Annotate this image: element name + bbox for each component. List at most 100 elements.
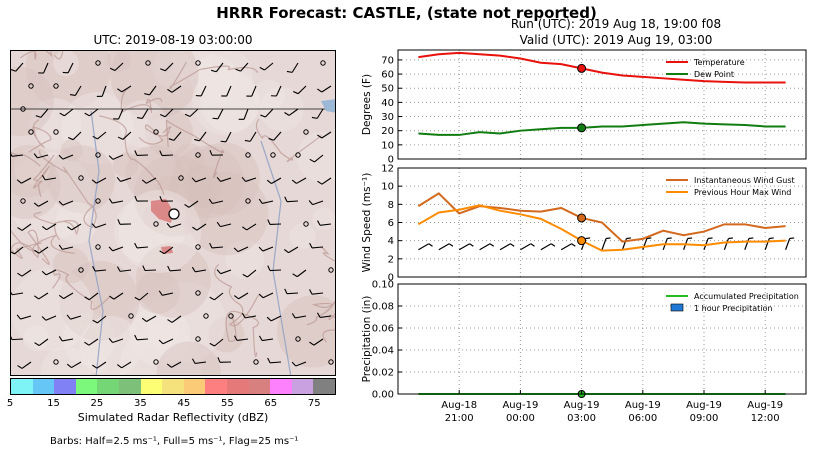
- colorbar-swatch: [75, 379, 98, 394]
- wind-barb: [284, 196, 299, 203]
- terrain-shade: [119, 100, 167, 148]
- barb-staff: [212, 200, 224, 205]
- barb-flag: [728, 237, 734, 240]
- wind-barb: [108, 198, 124, 204]
- wind-barb: [59, 108, 74, 117]
- barb-staff: [195, 269, 207, 273]
- barb-staff: [15, 62, 24, 72]
- wind-barb: [144, 85, 157, 96]
- barb-staff: [12, 154, 24, 157]
- wind-barb: [168, 131, 182, 141]
- wind-barb: [267, 357, 282, 364]
- y-tick-label: 40: [381, 98, 394, 109]
- barb-staff: [45, 269, 57, 276]
- barb-staff: [238, 292, 249, 300]
- wind-barb: [159, 150, 174, 157]
- calm-wind-marker: [320, 60, 326, 66]
- wind-barb: [317, 85, 332, 93]
- wind-barb: [17, 361, 32, 369]
- wind-barb: [108, 338, 124, 344]
- y-tick-label: 0.02: [372, 368, 394, 379]
- barb-staff: [744, 238, 750, 250]
- barb-staff: [11, 338, 24, 341]
- barb-flag: [258, 198, 263, 204]
- barb-flag: [184, 203, 190, 208]
- barb-flag: [233, 335, 238, 341]
- barb-staff: [249, 131, 257, 142]
- wind-barb: [35, 108, 49, 118]
- y-tick-label: 60: [381, 70, 394, 81]
- barb-staff: [237, 338, 249, 341]
- terrain-shade: [110, 51, 199, 120]
- barb-staff: [45, 315, 57, 321]
- terrain-ridge: [138, 124, 172, 145]
- barb-staff: [38, 246, 49, 254]
- valid-time-label: Valid (UTC): 2019 Aug 19, 03:00: [519, 33, 713, 47]
- barb-flag: [84, 112, 90, 117]
- barb-staff: [418, 243, 430, 251]
- wind-barb: [311, 108, 324, 119]
- barb-flag: [58, 154, 64, 160]
- y-tick-label: 12: [381, 164, 394, 175]
- barb-staff: [265, 108, 274, 118]
- calm-wind-marker: [95, 244, 101, 250]
- barb-staff: [262, 246, 274, 252]
- barb-staff: [320, 315, 332, 319]
- barb-flag: [221, 95, 227, 97]
- terrain-ridge: [255, 118, 323, 163]
- wind-barb: [216, 269, 232, 275]
- y-tick-label: 8: [388, 200, 394, 211]
- terrain-shade: [170, 51, 214, 81]
- terrain-shade: [11, 66, 54, 137]
- river: [260, 140, 292, 375]
- wind-barb: [233, 335, 249, 341]
- terrain-shade: [136, 270, 180, 314]
- barb-flag: [242, 273, 248, 278]
- chart-panel-3: 0.00 0.02 0.04 0.06 0.08 0.10 Precipitation (i…: [361, 280, 807, 424]
- map-canvas: [11, 51, 335, 375]
- barb-flag: [11, 250, 15, 255]
- barb-staff: [62, 246, 74, 250]
- wind-barb: [108, 154, 124, 160]
- barb-flag: [789, 237, 795, 240]
- barb-staff: [121, 85, 132, 93]
- barb-staff: [97, 315, 107, 324]
- x-tick-label-time: 00:00: [506, 413, 535, 424]
- barb-staff: [120, 177, 132, 182]
- barb-staff: [262, 338, 274, 342]
- calm-wind-marker: [245, 152, 251, 158]
- legend-swatch: [670, 303, 684, 312]
- barb-flag: [309, 242, 313, 249]
- reflectivity-cell: [161, 246, 173, 254]
- legend-label: Accumulated Precipitation: [694, 292, 799, 301]
- colorbar-swatch: [313, 379, 335, 394]
- barb-flag: [142, 265, 146, 271]
- wind-barb: [267, 265, 282, 272]
- barb-staff: [12, 292, 24, 296]
- y-tick-label: 20: [381, 126, 394, 137]
- lake: [321, 99, 335, 113]
- barb-flag: [292, 273, 298, 278]
- barb-flag: [209, 242, 213, 249]
- wind-barb: [41, 315, 57, 321]
- barb-flag: [209, 296, 215, 301]
- barb-flag: [469, 243, 474, 247]
- y-tick-label: 0: [388, 155, 394, 166]
- wind-barb: [141, 177, 157, 184]
- wind-barb: [258, 335, 274, 342]
- terrain-shade: [171, 145, 245, 219]
- calm-wind-marker: [203, 313, 209, 319]
- colorbar-swatch: [205, 379, 227, 394]
- barb-staff: [67, 62, 74, 74]
- barb-staff: [220, 177, 232, 182]
- current-time-marker: [577, 123, 587, 133]
- x-tick-label-time: 06:00: [628, 413, 657, 424]
- barb-staff: [89, 108, 99, 117]
- barb-flag: [291, 313, 296, 319]
- barb-staff: [785, 238, 791, 250]
- calm-wind-marker: [328, 359, 334, 365]
- barb-flag: [134, 242, 138, 249]
- barb-flag: [267, 357, 271, 364]
- terrain-shade: [156, 219, 185, 248]
- barb-staff: [112, 154, 124, 160]
